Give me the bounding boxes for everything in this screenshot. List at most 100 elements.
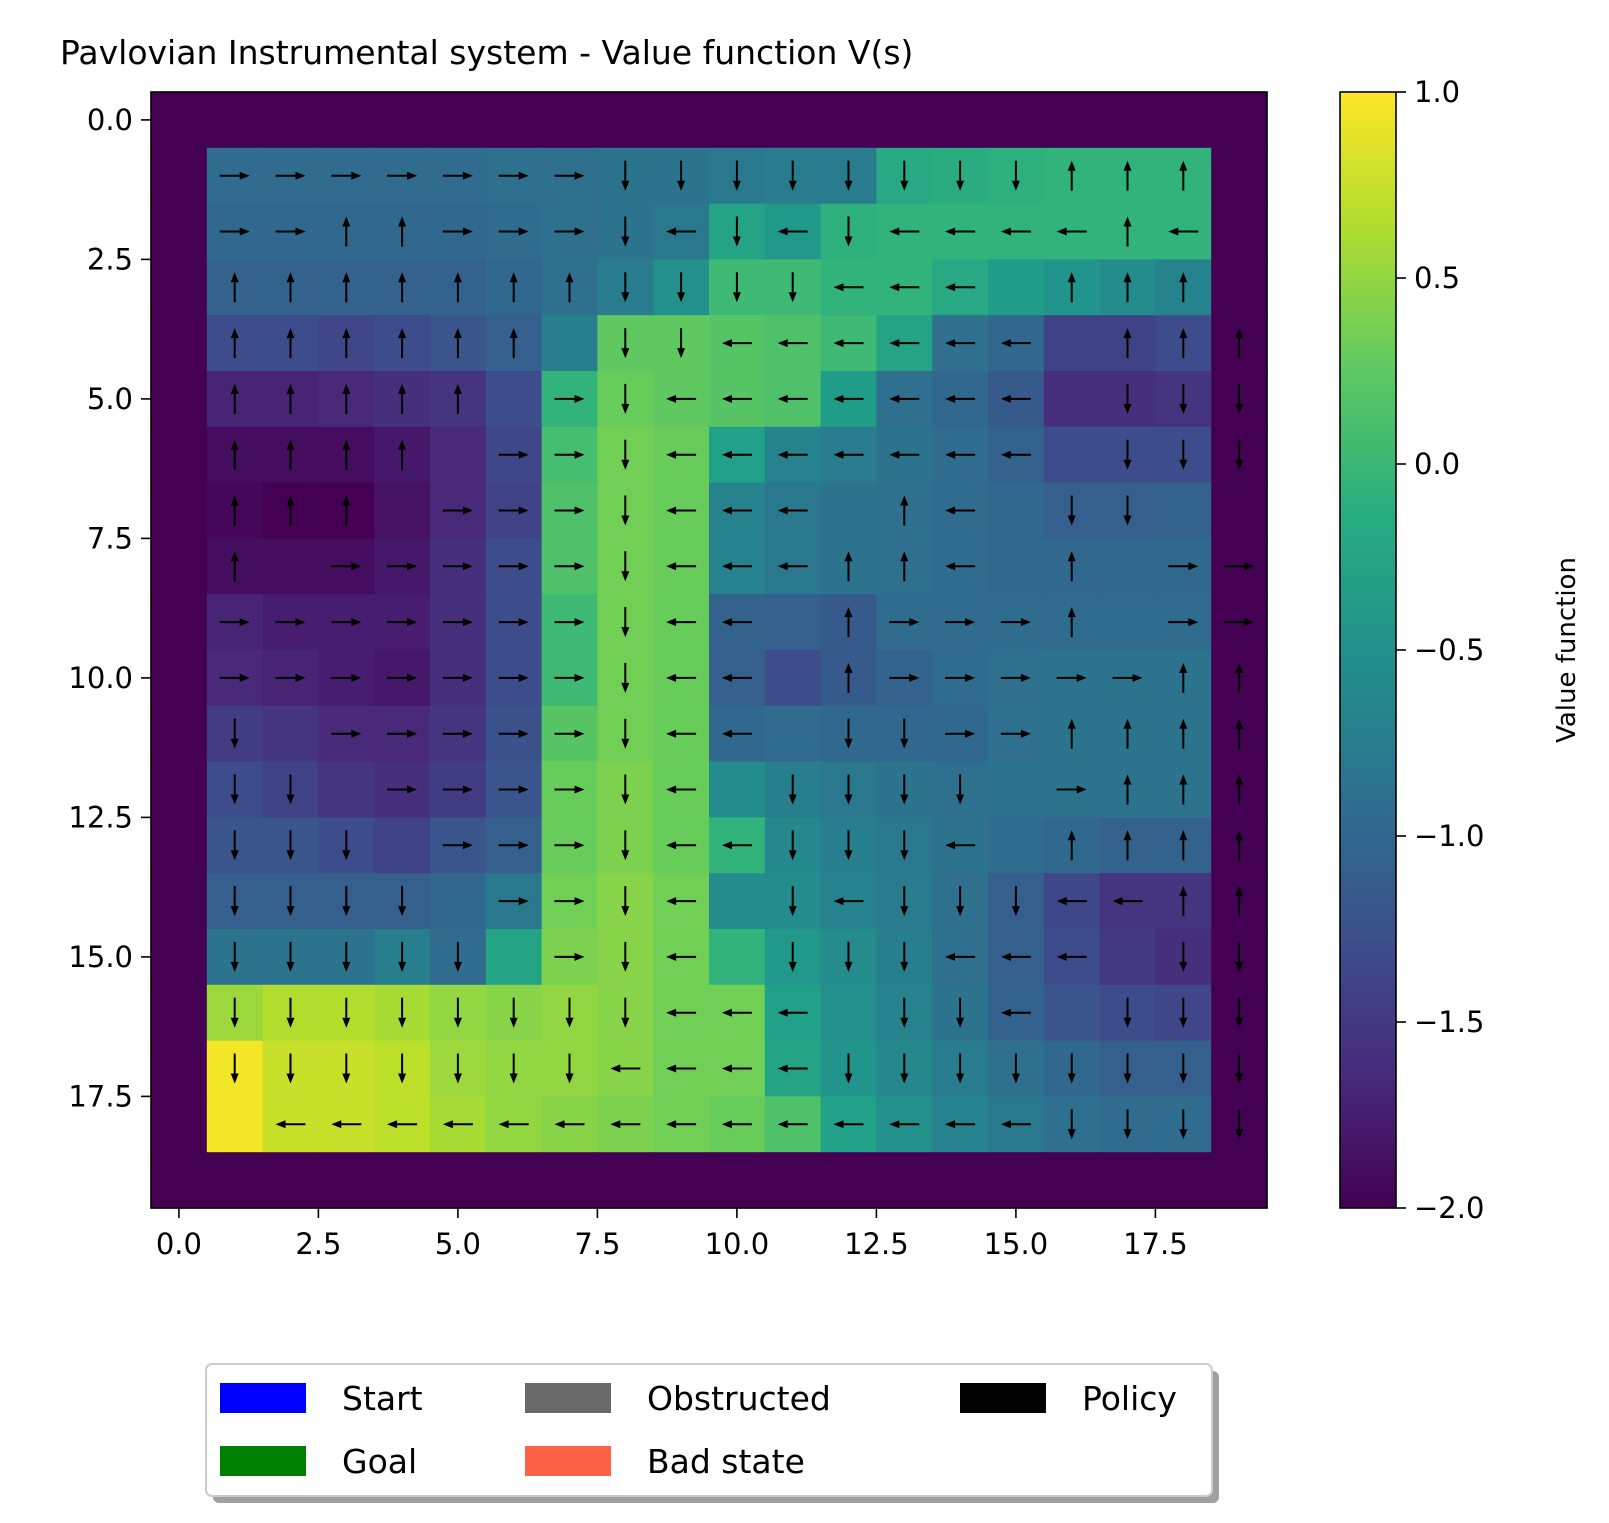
policy-arrow — [945, 618, 976, 627]
policy-arrow — [1000, 673, 1031, 682]
policy-arrow — [844, 607, 853, 638]
policy-arrow — [331, 618, 362, 627]
heatmap-cell — [709, 873, 766, 930]
heatmap-cell — [1155, 1152, 1212, 1209]
colorbar-label: Value function — [1552, 557, 1582, 743]
policy-arrow — [1067, 607, 1076, 638]
policy-arrow — [453, 997, 462, 1028]
policy-arrow — [777, 227, 808, 236]
y-tick-label: 2.5 — [87, 242, 133, 276]
policy-arrow — [442, 785, 473, 794]
heatmap-cell — [709, 761, 766, 818]
policy-arrow — [1235, 830, 1244, 861]
heatmap-cell — [1043, 315, 1101, 372]
heatmap-cell — [1099, 594, 1156, 651]
policy-arrow — [621, 216, 630, 247]
heatmap-cell — [1211, 482, 1268, 539]
policy-arrow — [1011, 160, 1020, 191]
policy-arrow — [732, 160, 741, 191]
heatmap-cell — [151, 538, 208, 595]
policy-arrow — [331, 1120, 362, 1129]
policy-arrow — [230, 439, 239, 470]
policy-arrow — [1179, 160, 1188, 191]
policy-arrow — [342, 830, 351, 861]
policy-arrow — [721, 729, 752, 738]
policy-arrow — [554, 506, 585, 515]
policy-arrow — [732, 272, 741, 303]
heatmap-cell — [988, 538, 1045, 595]
policy-arrow — [342, 272, 351, 303]
policy-arrow — [945, 729, 976, 738]
policy-arrow — [945, 450, 976, 459]
policy-arrow — [1235, 886, 1244, 917]
policy-arrow — [1235, 328, 1244, 359]
y-tick-label: 17.5 — [68, 1079, 133, 1113]
policy-arrow — [342, 495, 351, 526]
policy-arrow — [1000, 952, 1031, 961]
policy-arrow — [677, 328, 686, 359]
policy-arrow — [1123, 160, 1132, 191]
policy-arrow — [1123, 383, 1132, 414]
policy-arrow — [677, 160, 686, 191]
policy-arrow — [1000, 394, 1031, 403]
policy-arrow — [956, 1053, 965, 1084]
heatmap-cell — [764, 92, 822, 149]
policy-arrow — [398, 886, 407, 917]
legend-label: Policy — [1082, 1379, 1177, 1418]
policy-arrow — [666, 952, 697, 961]
policy-arrow — [342, 1053, 351, 1084]
policy-arrow — [666, 729, 697, 738]
policy-arrow — [509, 997, 518, 1028]
policy-arrow — [554, 171, 585, 180]
policy-arrow — [666, 1064, 697, 1073]
policy-arrow — [1235, 439, 1244, 470]
heatmap-cells — [151, 92, 1268, 1209]
colorbar-tick-label: 1.0 — [1414, 75, 1460, 109]
policy-arrow — [1123, 439, 1132, 470]
policy-arrow — [453, 272, 462, 303]
policy-arrow — [342, 383, 351, 414]
policy-arrow — [554, 952, 585, 961]
heatmap-cell — [1099, 1152, 1156, 1209]
policy-arrow — [621, 941, 630, 972]
colorbar-tick-label: −2.0 — [1414, 1191, 1484, 1225]
policy-arrow — [1000, 339, 1031, 348]
heatmap-cell — [1043, 1152, 1101, 1209]
policy-arrow — [1056, 673, 1087, 682]
policy-arrow — [833, 394, 864, 403]
policy-arrow — [565, 1053, 574, 1084]
policy-arrow — [721, 1008, 752, 1017]
heatmap-cell — [1155, 482, 1212, 539]
legend-label: Obstructed — [647, 1379, 831, 1418]
policy-arrow — [331, 171, 362, 180]
policy-arrow — [554, 897, 585, 906]
policy-arrow — [777, 562, 808, 571]
policy-arrow — [442, 841, 473, 850]
heatmap-cell — [151, 203, 208, 260]
y-tick-label: 10.0 — [68, 661, 133, 695]
policy-arrow — [833, 339, 864, 348]
heatmap-cell — [709, 1152, 766, 1209]
policy-arrow — [1235, 997, 1244, 1028]
policy-arrow — [833, 450, 864, 459]
colorbar-gradient — [1339, 91, 1397, 1209]
y-tick-label: 12.5 — [68, 800, 133, 834]
heatmap-cell — [206, 1152, 264, 1209]
policy-arrow — [621, 718, 630, 749]
policy-arrow — [1067, 160, 1076, 191]
policy-arrow — [945, 506, 976, 515]
policy-arrow — [900, 160, 909, 191]
policy-arrow — [621, 383, 630, 414]
policy-arrow — [844, 662, 853, 693]
policy-arrow — [666, 1120, 697, 1129]
heatmap-cell — [764, 1152, 822, 1209]
heatmap-cell — [430, 92, 487, 149]
x-tick-label: 15.0 — [984, 1227, 1049, 1261]
heatmap-cell — [541, 315, 598, 372]
policy-arrow — [342, 216, 351, 247]
policy-arrow — [721, 562, 752, 571]
heatmap-cell — [764, 705, 822, 763]
policy-arrow — [230, 774, 239, 805]
heatmap-cell — [374, 92, 431, 149]
policy-arrow — [230, 886, 239, 917]
